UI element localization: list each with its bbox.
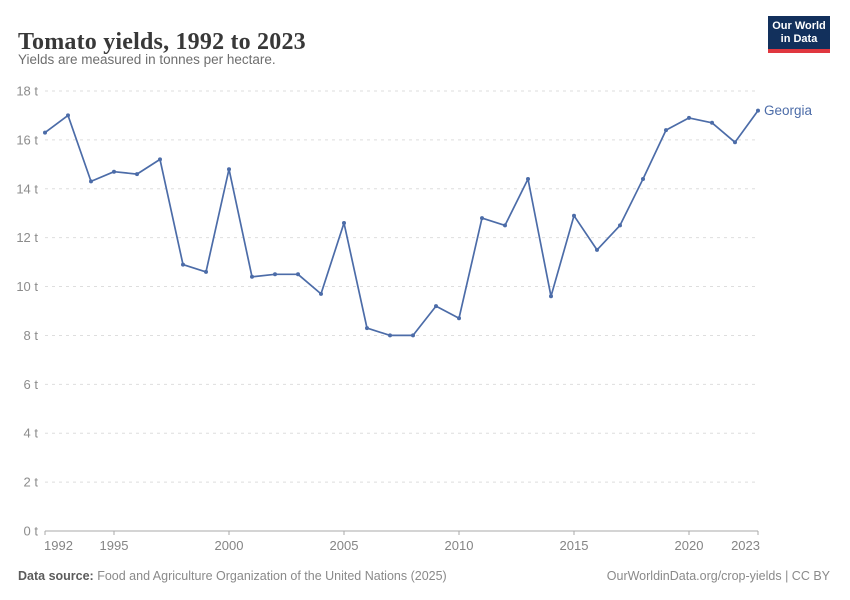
chart-footer: Data source: Food and Agriculture Organi… — [18, 569, 830, 583]
data-point[interactable] — [273, 272, 277, 277]
data-point[interactable] — [641, 177, 645, 181]
data-point[interactable] — [710, 120, 714, 125]
data-source-text: Food and Agriculture Organization of the… — [93, 569, 447, 583]
data-point[interactable] — [572, 213, 576, 218]
data-point[interactable] — [250, 274, 254, 279]
y-axis-label: 16 t — [16, 132, 38, 147]
y-axis-label: 18 t — [16, 84, 38, 99]
y-axis-label: 6 t — [24, 377, 39, 392]
line-chart[interactable]: 0 t 2 t 4 t 6 t 8 t 10 t 12 t 14 t 16 t 18 t 1992 1… — [0, 78, 850, 556]
y-axis-label: 10 t — [16, 279, 38, 294]
owid-logo-line2: in Data — [780, 33, 818, 46]
data-point[interactable] — [296, 272, 300, 277]
data-point[interactable] — [664, 128, 668, 133]
data-point[interactable] — [158, 157, 162, 162]
data-point[interactable] — [733, 140, 737, 145]
y-axis-label: 0 t — [24, 524, 39, 539]
data-point[interactable] — [526, 177, 530, 181]
x-axis-label: 2005 — [330, 538, 359, 553]
data-point[interactable] — [388, 333, 392, 338]
x-axis-label: 2010 — [445, 538, 474, 553]
data-point[interactable] — [227, 167, 231, 172]
data-point[interactable] — [89, 179, 93, 184]
data-point[interactable] — [411, 333, 415, 338]
data-source-note: Data source: Food and Agriculture Organi… — [18, 569, 447, 583]
y-axis-label: 2 t — [24, 475, 39, 490]
data-point[interactable] — [43, 130, 47, 135]
data-point[interactable] — [181, 262, 185, 267]
data-point[interactable] — [618, 223, 622, 228]
data-point[interactable] — [756, 108, 760, 113]
chart-area[interactable]: 0 t 2 t 4 t 6 t 8 t 10 t 12 t 14 t 16 t 18 t 1992 1… — [0, 78, 850, 556]
data-point[interactable] — [112, 169, 116, 174]
series-line — [44, 109, 759, 337]
data-point[interactable] — [342, 221, 346, 225]
data-point[interactable] — [434, 304, 438, 309]
owid-logo-line1: Our World — [772, 20, 826, 32]
data-point[interactable] — [480, 216, 484, 221]
owid-logo[interactable]: Our World in Data — [768, 16, 830, 54]
data-point[interactable] — [687, 115, 691, 120]
data-source-label: Data source: — [18, 569, 94, 583]
x-axis-label: 1992 — [44, 538, 73, 553]
x-axis-label: 2000 — [215, 538, 244, 553]
data-point[interactable] — [503, 223, 507, 228]
license-link[interactable]: OurWorldinData.org/crop-yields | CC BY — [606, 569, 830, 583]
data-point[interactable] — [66, 113, 70, 118]
series-label-georgia[interactable]: Georgia — [764, 103, 813, 118]
page-title: Tomato yields, 1992 to 2023 — [18, 29, 306, 56]
data-point[interactable] — [135, 172, 139, 177]
data-point[interactable] — [549, 294, 553, 299]
y-axis-label: 4 t — [24, 426, 39, 441]
y-axis-label: 14 t — [16, 181, 38, 196]
data-point[interactable] — [457, 316, 461, 321]
x-axis-label: 2015 — [560, 538, 589, 553]
data-point[interactable] — [319, 291, 323, 296]
y-axis-label: 8 t — [24, 328, 39, 343]
x-axis-label: 2023 — [731, 538, 760, 553]
data-point[interactable] — [365, 326, 369, 331]
page-subtitle: Yields are measured in tonnes per hectar… — [18, 52, 276, 67]
y-axis-label: 12 t — [16, 230, 38, 245]
x-axis-label: 2020 — [675, 538, 704, 553]
data-point[interactable] — [595, 247, 599, 252]
data-point[interactable] — [204, 269, 208, 274]
x-axis-label: 1995 — [100, 538, 129, 553]
